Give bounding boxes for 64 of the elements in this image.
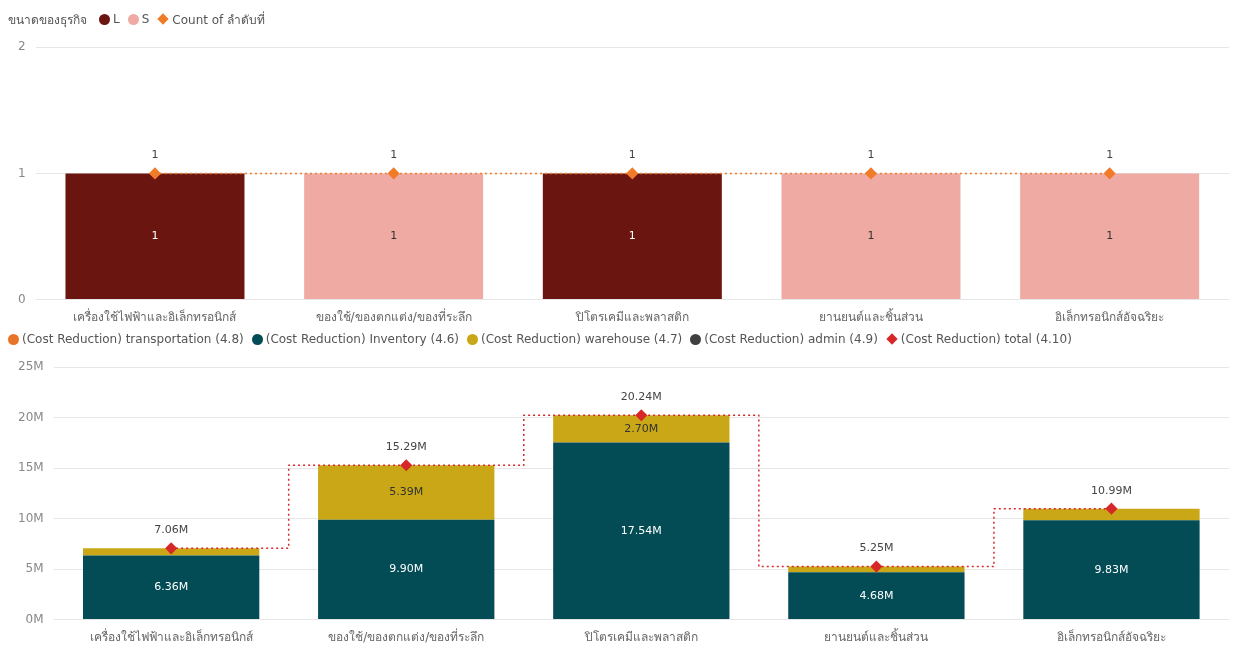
point <box>870 560 883 573</box>
x-tick-label: ปิโตรเคมีและพลาสติก <box>583 629 698 644</box>
data-label: 10.99M <box>1090 483 1132 497</box>
data-label: 20.24M <box>620 390 662 404</box>
x-tick-label: ยานยนต์และชิ้นส่วน <box>824 627 929 644</box>
data-label: 9.90M <box>389 562 424 576</box>
x-tick-label: เครื่องใช้ไฟฟ้าและอิเล็กทรอนิกส์ <box>89 627 254 644</box>
point <box>1105 502 1118 515</box>
legend-label: S <box>141 12 150 26</box>
data-label: 1 <box>151 148 159 162</box>
y-tick-label: 1 <box>17 165 26 180</box>
x-tick-label: ของใช้/ของตกแต่ง/ของที่ระลึก <box>315 307 472 324</box>
point <box>165 542 177 555</box>
data-label: 1 <box>390 229 398 243</box>
legend-label: (Cost Reduction) total (4.10) <box>900 332 1072 346</box>
data-label: 1 <box>1106 148 1114 162</box>
y-tick-label: 0M <box>25 611 44 626</box>
data-label: 1 <box>390 148 398 162</box>
legend-label: L <box>113 12 120 26</box>
legend-label: (Cost Reduction) warehouse (4.7) <box>480 332 683 346</box>
data-label: 7.06M <box>154 523 189 537</box>
y-tick-label: 10M <box>18 510 44 525</box>
legend-title: ขนาดของธุรกิจ <box>8 11 87 29</box>
data-label: 2.70M <box>624 421 659 435</box>
data-label: 1 <box>867 229 875 243</box>
data-label: 15.29M <box>385 440 427 454</box>
x-tick-label: ของใช้/ของตกแต่ง/ของที่ระลึก <box>328 627 485 644</box>
bar <box>83 555 260 620</box>
y-tick-label: 25M <box>18 359 44 374</box>
bar <box>1023 508 1200 521</box>
bar <box>83 548 260 556</box>
point <box>635 409 648 422</box>
y-tick-label: 15M <box>18 460 44 475</box>
data-label: 5.25M <box>859 541 894 555</box>
point <box>400 459 412 471</box>
bar <box>788 572 965 620</box>
legend-label: (Cost Reduction) admin (4.9) <box>704 332 878 346</box>
data-label: 9.83M <box>1094 562 1129 576</box>
bar <box>553 415 730 443</box>
data-label: 4.68M <box>859 588 894 602</box>
bar <box>553 442 730 620</box>
bar <box>318 465 495 520</box>
data-label: 1 <box>1106 229 1114 243</box>
bar <box>318 519 495 620</box>
data-label: 6.36M <box>154 580 189 594</box>
data-label: 5.39M <box>389 485 424 499</box>
x-tick-label: ปิโตรเคมีและพลาสติก <box>574 309 689 324</box>
bar <box>1023 520 1200 620</box>
legend-label: (Cost Reduction) transportation (4.8) <box>22 332 244 346</box>
y-tick-label: 5M <box>25 561 44 576</box>
data-label: 1 <box>867 148 875 162</box>
y-tick-label: 20M <box>18 409 44 424</box>
data-label: 1 <box>628 229 636 243</box>
legend-label: (Cost Reduction) Inventory (4.6) <box>265 332 459 346</box>
x-tick-label: อิเล็กทรอนิกส์อัจฉริยะ <box>1056 628 1166 644</box>
x-tick-label: ยานยนต์และชิ้นส่วน <box>818 307 923 324</box>
x-tick-label: อิเล็กทรอนิกส์อัจฉริยะ <box>1055 308 1165 324</box>
y-tick-label: 0 <box>17 291 26 306</box>
data-label: 1 <box>151 229 159 243</box>
legend-label: Count of ลำดับที่ <box>172 10 266 29</box>
x-tick-label: เครื่องใช้ไฟฟ้าและอิเล็กทรอนิกส์ <box>73 307 238 324</box>
y-tick-label: 2 <box>17 39 26 54</box>
data-label: 1 <box>628 148 636 162</box>
data-label: 17.54M <box>620 523 662 537</box>
